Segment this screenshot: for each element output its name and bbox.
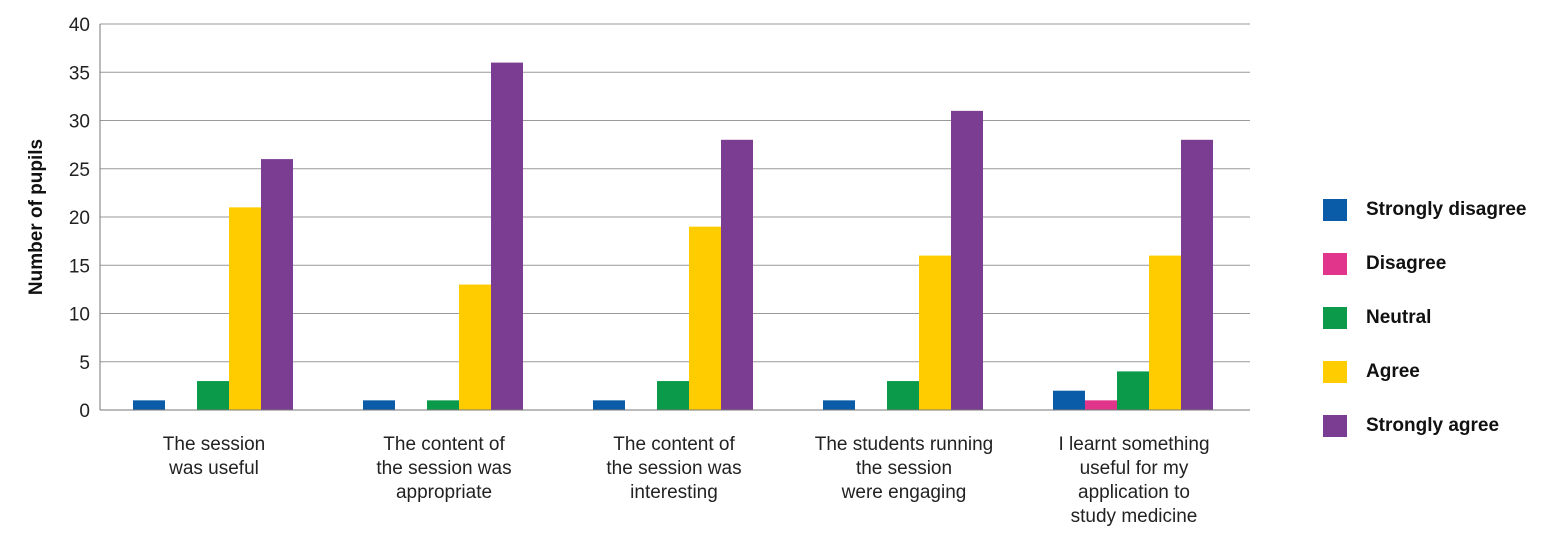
legend: Strongly disagree Disagree Neutral Agree Str…: [1323, 183, 1554, 453]
bar: [919, 255, 951, 410]
y-tick-label: 10: [69, 305, 90, 326]
bar: [427, 400, 459, 410]
y-tick-label: 35: [69, 63, 90, 84]
x-category-label: were engaging: [841, 482, 967, 503]
x-category-label: The content of: [613, 434, 735, 455]
bar: [1053, 390, 1085, 410]
bar: [1085, 400, 1117, 410]
legend-swatch: [1323, 199, 1347, 221]
bar: [593, 400, 625, 410]
bar: [229, 207, 261, 410]
bars: [133, 62, 1213, 411]
x-category-label: application to: [1078, 482, 1190, 503]
x-category-label: was useful: [168, 458, 259, 479]
bar: [1149, 255, 1181, 410]
x-category-labels: The session was useful The content of the s…: [163, 434, 1210, 527]
x-category-label: useful for my: [1080, 458, 1189, 479]
x-category-label: study medicine: [1071, 506, 1198, 527]
y-tick-label: 0: [79, 401, 90, 422]
x-category-label: interesting: [630, 482, 718, 503]
y-tick-label: 30: [69, 112, 90, 133]
x-category-label: the session: [856, 458, 952, 479]
y-tick-label: 15: [69, 256, 90, 277]
x-category-label: I learnt something: [1058, 434, 1209, 455]
bar: [459, 284, 491, 410]
bar: [951, 110, 983, 410]
x-category-label: the session was: [376, 458, 511, 479]
bar: [823, 400, 855, 410]
y-tick-label: 40: [69, 15, 90, 36]
bar: [363, 400, 395, 410]
legend-label: Neutral: [1366, 307, 1432, 328]
legend-item: Neutral: [1323, 291, 1554, 345]
legend-item: Agree: [1323, 345, 1554, 399]
legend-label: Agree: [1366, 361, 1420, 382]
legend-label: Disagree: [1366, 253, 1447, 274]
bar: [657, 381, 689, 410]
legend-swatch: [1323, 361, 1347, 383]
legend-swatch: [1323, 307, 1347, 329]
bar: [133, 400, 165, 410]
legend-swatch: [1323, 253, 1347, 275]
legend-label: Strongly agree: [1366, 415, 1500, 436]
legend-item: Disagree: [1323, 237, 1554, 291]
y-axis-label: Number of pupils: [26, 139, 47, 295]
bar: [887, 381, 919, 410]
x-category-label: The students running: [815, 434, 994, 455]
legend-item: Strongly disagree: [1323, 183, 1554, 237]
bar: [721, 139, 753, 411]
legend-label: Strongly disagree: [1366, 199, 1527, 220]
x-category-label: The content of: [383, 434, 505, 455]
y-tick-labels: 0 5 10 15 20 25 30 35 40: [69, 15, 90, 422]
x-category-label: appropriate: [396, 482, 492, 503]
y-tick-label: 25: [69, 160, 90, 181]
bar: [261, 159, 293, 410]
x-category-label: The session: [163, 434, 265, 455]
bar: [689, 226, 721, 410]
x-category-label: the session was: [606, 458, 741, 479]
legend-swatch: [1323, 415, 1347, 437]
bar: [1117, 371, 1149, 410]
bar: [491, 62, 523, 410]
bar: [197, 381, 229, 410]
axes: [99, 24, 1250, 411]
y-tick-label: 20: [69, 208, 90, 229]
legend-item: Strongly agree: [1323, 399, 1554, 453]
bar: [1181, 139, 1213, 411]
y-tick-label: 5: [79, 353, 90, 374]
